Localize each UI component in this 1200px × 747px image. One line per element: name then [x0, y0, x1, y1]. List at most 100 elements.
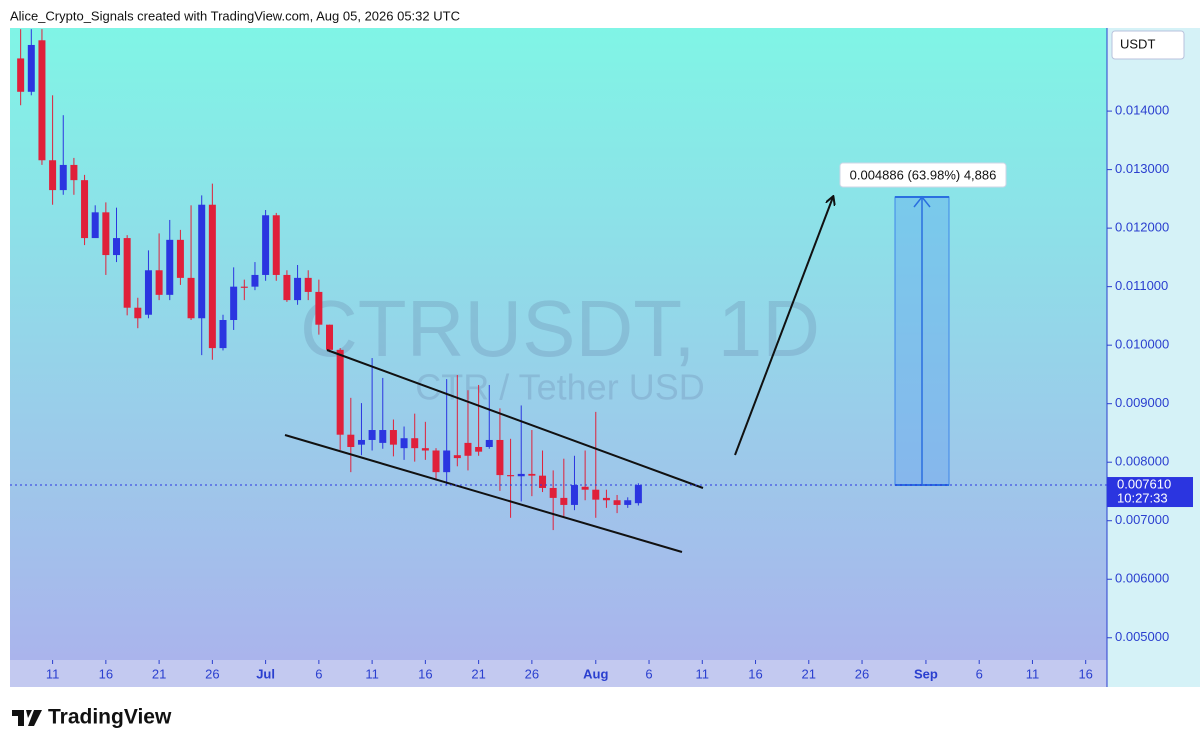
currency-box [1111, 30, 1185, 60]
x-tick-label: 26 [855, 666, 869, 681]
candle-body [70, 164, 78, 181]
y-tick-label: 0.012000 [1115, 220, 1169, 235]
logo: TradingView [12, 706, 172, 729]
candle-body [187, 277, 195, 319]
candle-body [347, 434, 355, 447]
projection-arrow [734, 197, 833, 456]
candle-body [208, 204, 216, 349]
x-tick-label: Aug [583, 666, 608, 681]
x-tick-label: 16 [418, 666, 432, 681]
y-tick-label: 0.005000 [1115, 629, 1169, 644]
candle-body [326, 324, 334, 350]
candle-body [581, 486, 589, 490]
x-tick-label: 26 [525, 666, 539, 681]
candle-body [379, 430, 387, 443]
x-tick-label: Sep [914, 666, 938, 681]
y-tick-label: 0.006000 [1115, 571, 1169, 586]
candle-body [475, 446, 483, 452]
candle-body [81, 180, 89, 239]
y-tick-label: 0.011000 [1115, 278, 1168, 293]
x-tick-label: 16 [1078, 666, 1092, 681]
candle-body [102, 212, 110, 256]
y-tick-label: 0.009000 [1115, 395, 1169, 410]
y-tick-label: 0.014000 [1115, 103, 1169, 118]
candle-body [294, 277, 302, 301]
drawings: 0.004886 (63.98%) 4,886 [284, 162, 1007, 553]
watermark-subtitle: CTR / Tether USD [415, 367, 704, 408]
candle-body [230, 286, 238, 321]
countdown: 10:27:33 [1117, 490, 1168, 505]
x-tick-label: 11 [696, 666, 710, 681]
candle-body [560, 497, 568, 505]
candle-body [336, 349, 344, 435]
candle-body [485, 439, 493, 447]
x-tick-label: 16 [748, 666, 762, 681]
candle-body [155, 270, 163, 295]
measure-label: 0.004886 (63.98%) 4,886 [850, 167, 997, 182]
x-tick-label: Jul [256, 666, 275, 681]
candle-body [176, 239, 184, 278]
candle-body [389, 430, 397, 445]
candle-body [443, 450, 451, 473]
candle-body [113, 238, 121, 256]
x-tick-label: 6 [315, 666, 322, 681]
candle-body [59, 164, 67, 191]
candle-body [315, 291, 323, 325]
last-price-label: 0.007610 [1117, 476, 1171, 491]
y-tick-label: 0.007000 [1115, 512, 1169, 527]
candle-body [123, 238, 131, 308]
x-tick-label: 11 [46, 666, 60, 681]
watermark-title: CTRUSDT, 1D [300, 284, 820, 373]
watermark: CTRUSDT, 1D CTR / Tether USD [300, 284, 820, 407]
candle-body [144, 270, 152, 315]
candle-body [357, 439, 365, 445]
x-tick-label: 6 [645, 666, 652, 681]
x-tick-label: 21 [152, 666, 166, 681]
candle-body [198, 204, 206, 319]
candle-body [240, 286, 248, 288]
logo-icon [12, 710, 42, 726]
time-axis-area [10, 660, 1107, 687]
candle-body [592, 489, 600, 500]
candle-body [272, 215, 280, 275]
candle-body [528, 473, 536, 476]
currency-label: USDT [1120, 36, 1155, 51]
candle-body [134, 307, 142, 319]
candle-body [432, 450, 440, 473]
candle-body [613, 500, 621, 505]
x-tick-label: 11 [365, 666, 379, 681]
x-tick-label: 11 [1026, 666, 1040, 681]
candle-body [539, 475, 547, 488]
candle-body [219, 320, 227, 349]
candle-body [49, 160, 57, 191]
x-tick-label: 6 [976, 666, 983, 681]
candle-body [262, 215, 270, 275]
x-tick-label: 21 [802, 666, 816, 681]
candle-body [507, 475, 515, 477]
candle-body [27, 44, 35, 92]
lower-trendline [284, 434, 683, 553]
y-tick-label: 0.013000 [1115, 161, 1169, 176]
measure-label-box [839, 162, 1007, 188]
candle-body [91, 212, 99, 239]
x-tick-label: 16 [99, 666, 113, 681]
candle-body [549, 487, 557, 498]
y-tick-label: 0.008000 [1115, 454, 1169, 469]
candle-body [602, 497, 610, 501]
candle-body [283, 274, 291, 301]
candle-body [304, 277, 312, 292]
candle-body [496, 439, 504, 476]
candle-body [453, 455, 461, 459]
y-tick-label: 0.010000 [1115, 337, 1169, 352]
last-price-box [1107, 477, 1193, 508]
x-tick-label: 21 [471, 666, 485, 681]
plot-area [10, 28, 1107, 660]
candle-body [368, 430, 376, 440]
candle-body [464, 442, 472, 456]
candle-body [624, 500, 632, 505]
header: Alice_Crypto_Signals created with Tradin… [10, 8, 460, 23]
candle-body [251, 274, 259, 287]
